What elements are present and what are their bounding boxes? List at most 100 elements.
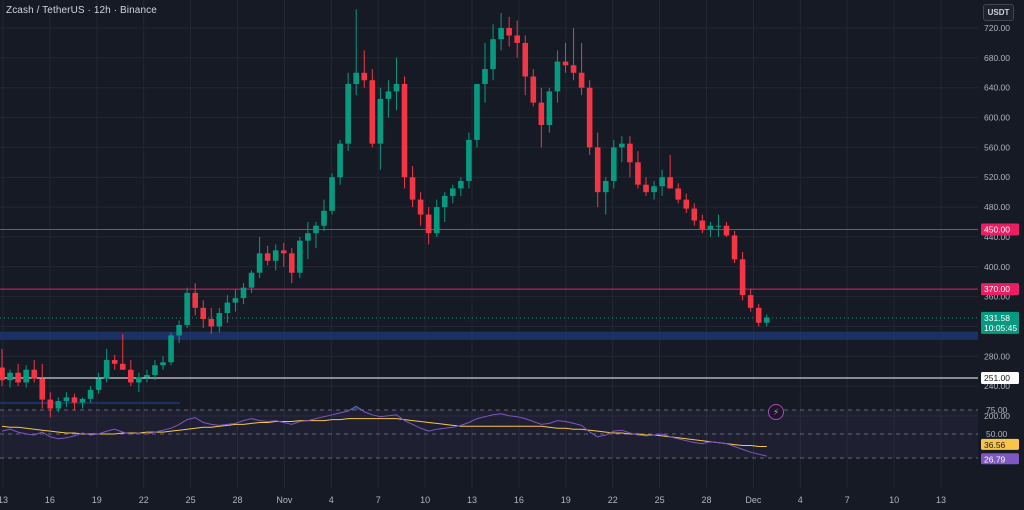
- candle: [755, 304, 762, 327]
- candle-body: [441, 195, 448, 208]
- candle-body: [763, 317, 770, 323]
- candle-body: [313, 225, 319, 234]
- candle-body: [393, 83, 400, 92]
- candle: [23, 365, 29, 388]
- candle: [635, 151, 641, 189]
- candle: [200, 300, 207, 328]
- level-label: 450.00: [981, 223, 1019, 236]
- candle-body: [15, 372, 21, 383]
- candle-body: [498, 28, 504, 40]
- candle-body: [611, 147, 617, 181]
- x-tick-label: 4: [329, 495, 334, 505]
- candle-body: [643, 184, 649, 193]
- candle: [409, 166, 416, 208]
- level-label-text: 370.00: [984, 284, 1010, 294]
- candle: [337, 139, 343, 185]
- candle-body: [377, 98, 384, 144]
- y-tick-label: 400.00: [984, 262, 1010, 272]
- candle-body: [466, 139, 472, 181]
- candle-body: [184, 292, 190, 325]
- candle-body: [369, 80, 376, 144]
- candle-body: [570, 65, 577, 73]
- candle-body: [144, 374, 150, 378]
- candle: [651, 180, 657, 200]
- candle: [248, 270, 255, 293]
- candle-body: [353, 72, 359, 84]
- candle-body: [482, 69, 488, 84]
- axis-ticks: 13 16 19 22 25 28 Nov 4 7 10 13 16 19 22 25 28 Dec 4 7 10 13…: [0, 23, 1010, 505]
- x-tick-label: 13: [0, 495, 8, 505]
- candle-body: [152, 365, 158, 375]
- candle: [498, 13, 504, 51]
- candle: [619, 136, 625, 163]
- candle: [401, 76, 408, 189]
- candle: [546, 87, 553, 133]
- current-price-label-text: 10:05:45: [984, 323, 1017, 333]
- x-tick-label: 7: [845, 495, 850, 505]
- candle: [111, 354, 118, 370]
- lightning-icon[interactable]: ⚡: [768, 404, 784, 420]
- candle-body: [337, 143, 343, 178]
- candle: [329, 173, 335, 215]
- candle-body: [95, 378, 102, 390]
- chart-title: Zcash / TetherUS · 12h · Binance: [6, 5, 157, 16]
- rsi-line: [1, 405, 767, 457]
- candle-body: [345, 83, 351, 144]
- candle-body: [691, 208, 698, 221]
- candle-body: [586, 87, 593, 148]
- candle-body: [619, 143, 625, 148]
- x-tick-label: 28: [232, 495, 242, 505]
- candle-body: [731, 235, 738, 260]
- candle-body: [297, 240, 303, 273]
- x-tick-label: 4: [798, 495, 803, 505]
- candle-body: [160, 362, 166, 366]
- candle: [393, 57, 400, 111]
- candle-body: [755, 307, 762, 323]
- candle-body: [136, 377, 142, 383]
- candle-body: [715, 225, 722, 227]
- candle: [474, 83, 480, 148]
- candle-body: [192, 292, 198, 308]
- candle: [667, 154, 673, 189]
- support-zone: [0, 331, 978, 340]
- candle-body: [409, 177, 416, 200]
- candle-body: [361, 72, 368, 81]
- level-label: 251.00: [981, 371, 1019, 384]
- current-price-label-text: 331.58: [984, 313, 1010, 323]
- level-label-text: 251.00: [984, 373, 1010, 383]
- candle: [321, 199, 327, 231]
- y-tick-label: 720.00: [984, 23, 1010, 33]
- candle: [675, 183, 681, 204]
- y-tick-label: 480.00: [984, 202, 1010, 212]
- y-tick-label: 640.00: [984, 83, 1010, 93]
- candle-body: [280, 250, 287, 254]
- x-tick-label: 16: [514, 495, 524, 505]
- candle-body: [417, 199, 424, 215]
- candle-body: [627, 143, 633, 163]
- candle-body: [490, 39, 496, 70]
- candle-body: [401, 83, 408, 178]
- candle-body: [747, 295, 754, 308]
- candle: [63, 392, 70, 408]
- candle: [691, 203, 698, 226]
- x-tick-label: 25: [655, 495, 665, 505]
- candle: [128, 360, 134, 387]
- candle-body: [562, 61, 569, 66]
- candle: [103, 348, 110, 383]
- candle: [522, 35, 529, 96]
- candle: [715, 214, 722, 237]
- candle: [39, 363, 46, 409]
- candle: [739, 251, 746, 301]
- candle: [289, 248, 295, 284]
- candle-body: [87, 389, 94, 399]
- candle: [192, 283, 198, 316]
- candle-body: [272, 250, 279, 261]
- candle: [377, 87, 384, 170]
- candle-body: [23, 369, 29, 383]
- candle: [425, 207, 432, 245]
- candle-body: [699, 220, 706, 230]
- currency-button[interactable]: USDT: [983, 4, 1014, 21]
- candle: [55, 397, 62, 413]
